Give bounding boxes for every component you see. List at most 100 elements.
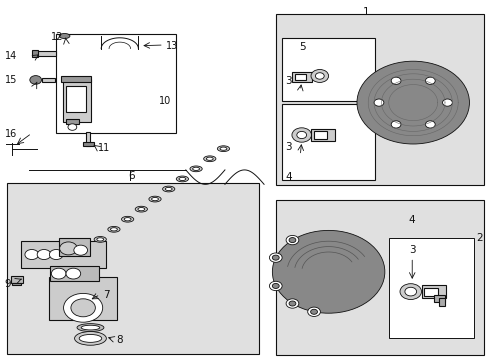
- Text: 10: 10: [159, 96, 171, 106]
- Circle shape: [269, 281, 282, 291]
- Ellipse shape: [203, 156, 216, 162]
- Circle shape: [49, 249, 63, 260]
- Circle shape: [307, 257, 348, 287]
- Bar: [32, 50, 38, 57]
- Circle shape: [280, 237, 376, 307]
- Bar: [35, 51, 56, 56]
- Circle shape: [307, 307, 320, 316]
- Bar: [59, 238, 90, 256]
- Bar: [294, 74, 305, 80]
- Circle shape: [310, 309, 317, 314]
- Circle shape: [285, 235, 298, 245]
- Bar: [292, 72, 311, 82]
- Circle shape: [25, 249, 39, 260]
- Bar: [388, 238, 473, 338]
- Circle shape: [393, 88, 432, 117]
- Ellipse shape: [138, 207, 144, 211]
- Circle shape: [37, 249, 51, 260]
- Circle shape: [288, 301, 295, 306]
- Circle shape: [425, 77, 434, 84]
- Bar: [61, 76, 91, 82]
- Circle shape: [365, 67, 460, 138]
- Circle shape: [272, 283, 279, 288]
- Text: 11: 11: [98, 143, 110, 153]
- Ellipse shape: [176, 176, 188, 182]
- Circle shape: [66, 268, 81, 279]
- Circle shape: [71, 299, 95, 317]
- Bar: [56, 34, 176, 133]
- Ellipse shape: [121, 216, 134, 222]
- Circle shape: [390, 121, 400, 128]
- Circle shape: [272, 230, 384, 313]
- Circle shape: [316, 263, 340, 281]
- Bar: [433, 295, 444, 302]
- Text: 5: 5: [299, 42, 305, 52]
- Circle shape: [373, 99, 383, 106]
- Circle shape: [399, 284, 421, 300]
- Bar: [311, 129, 334, 141]
- Bar: [314, 131, 326, 139]
- Circle shape: [30, 76, 41, 84]
- Circle shape: [68, 124, 77, 130]
- Bar: [41, 78, 55, 82]
- Ellipse shape: [81, 325, 100, 330]
- Ellipse shape: [165, 187, 172, 191]
- Circle shape: [60, 242, 77, 255]
- Bar: [20, 241, 106, 268]
- Text: 3: 3: [285, 76, 292, 86]
- Bar: [83, 142, 94, 146]
- Text: 14: 14: [5, 51, 17, 61]
- Bar: [438, 298, 444, 306]
- Bar: [50, 266, 99, 281]
- Bar: [62, 79, 91, 122]
- Ellipse shape: [162, 186, 175, 192]
- Ellipse shape: [148, 196, 161, 202]
- Text: 12: 12: [51, 32, 63, 42]
- Circle shape: [403, 95, 422, 110]
- Ellipse shape: [77, 324, 104, 332]
- Ellipse shape: [110, 228, 117, 231]
- Circle shape: [63, 293, 102, 322]
- Circle shape: [390, 77, 400, 84]
- Ellipse shape: [107, 226, 120, 232]
- Ellipse shape: [94, 237, 106, 242]
- Circle shape: [384, 82, 441, 123]
- Bar: [11, 276, 23, 283]
- Circle shape: [404, 287, 416, 296]
- Bar: [12, 283, 21, 285]
- Bar: [66, 86, 85, 112]
- Ellipse shape: [97, 238, 103, 241]
- Circle shape: [310, 69, 328, 82]
- Circle shape: [296, 131, 306, 139]
- Text: 9: 9: [4, 279, 11, 289]
- Bar: [49, 277, 117, 320]
- Circle shape: [288, 238, 295, 243]
- Ellipse shape: [151, 197, 158, 201]
- Text: 3: 3: [285, 142, 292, 152]
- Circle shape: [299, 250, 357, 293]
- Ellipse shape: [59, 33, 70, 39]
- Bar: [276, 200, 483, 355]
- Circle shape: [374, 75, 450, 131]
- Bar: [276, 14, 483, 185]
- Circle shape: [269, 253, 282, 262]
- Circle shape: [425, 121, 434, 128]
- Ellipse shape: [192, 167, 199, 171]
- Ellipse shape: [189, 166, 202, 172]
- Text: 2: 2: [475, 233, 482, 243]
- Ellipse shape: [124, 217, 131, 221]
- Text: 13: 13: [166, 41, 178, 51]
- Circle shape: [272, 255, 279, 260]
- Text: 8: 8: [116, 335, 122, 345]
- Circle shape: [356, 61, 468, 144]
- Bar: [424, 288, 437, 296]
- Circle shape: [51, 268, 66, 279]
- Text: 1: 1: [362, 7, 369, 17]
- Bar: [282, 104, 374, 180]
- Circle shape: [323, 268, 333, 275]
- Bar: [65, 119, 79, 124]
- Circle shape: [74, 245, 87, 255]
- Circle shape: [285, 299, 298, 308]
- Text: 4: 4: [408, 215, 415, 225]
- Text: 7: 7: [102, 290, 109, 300]
